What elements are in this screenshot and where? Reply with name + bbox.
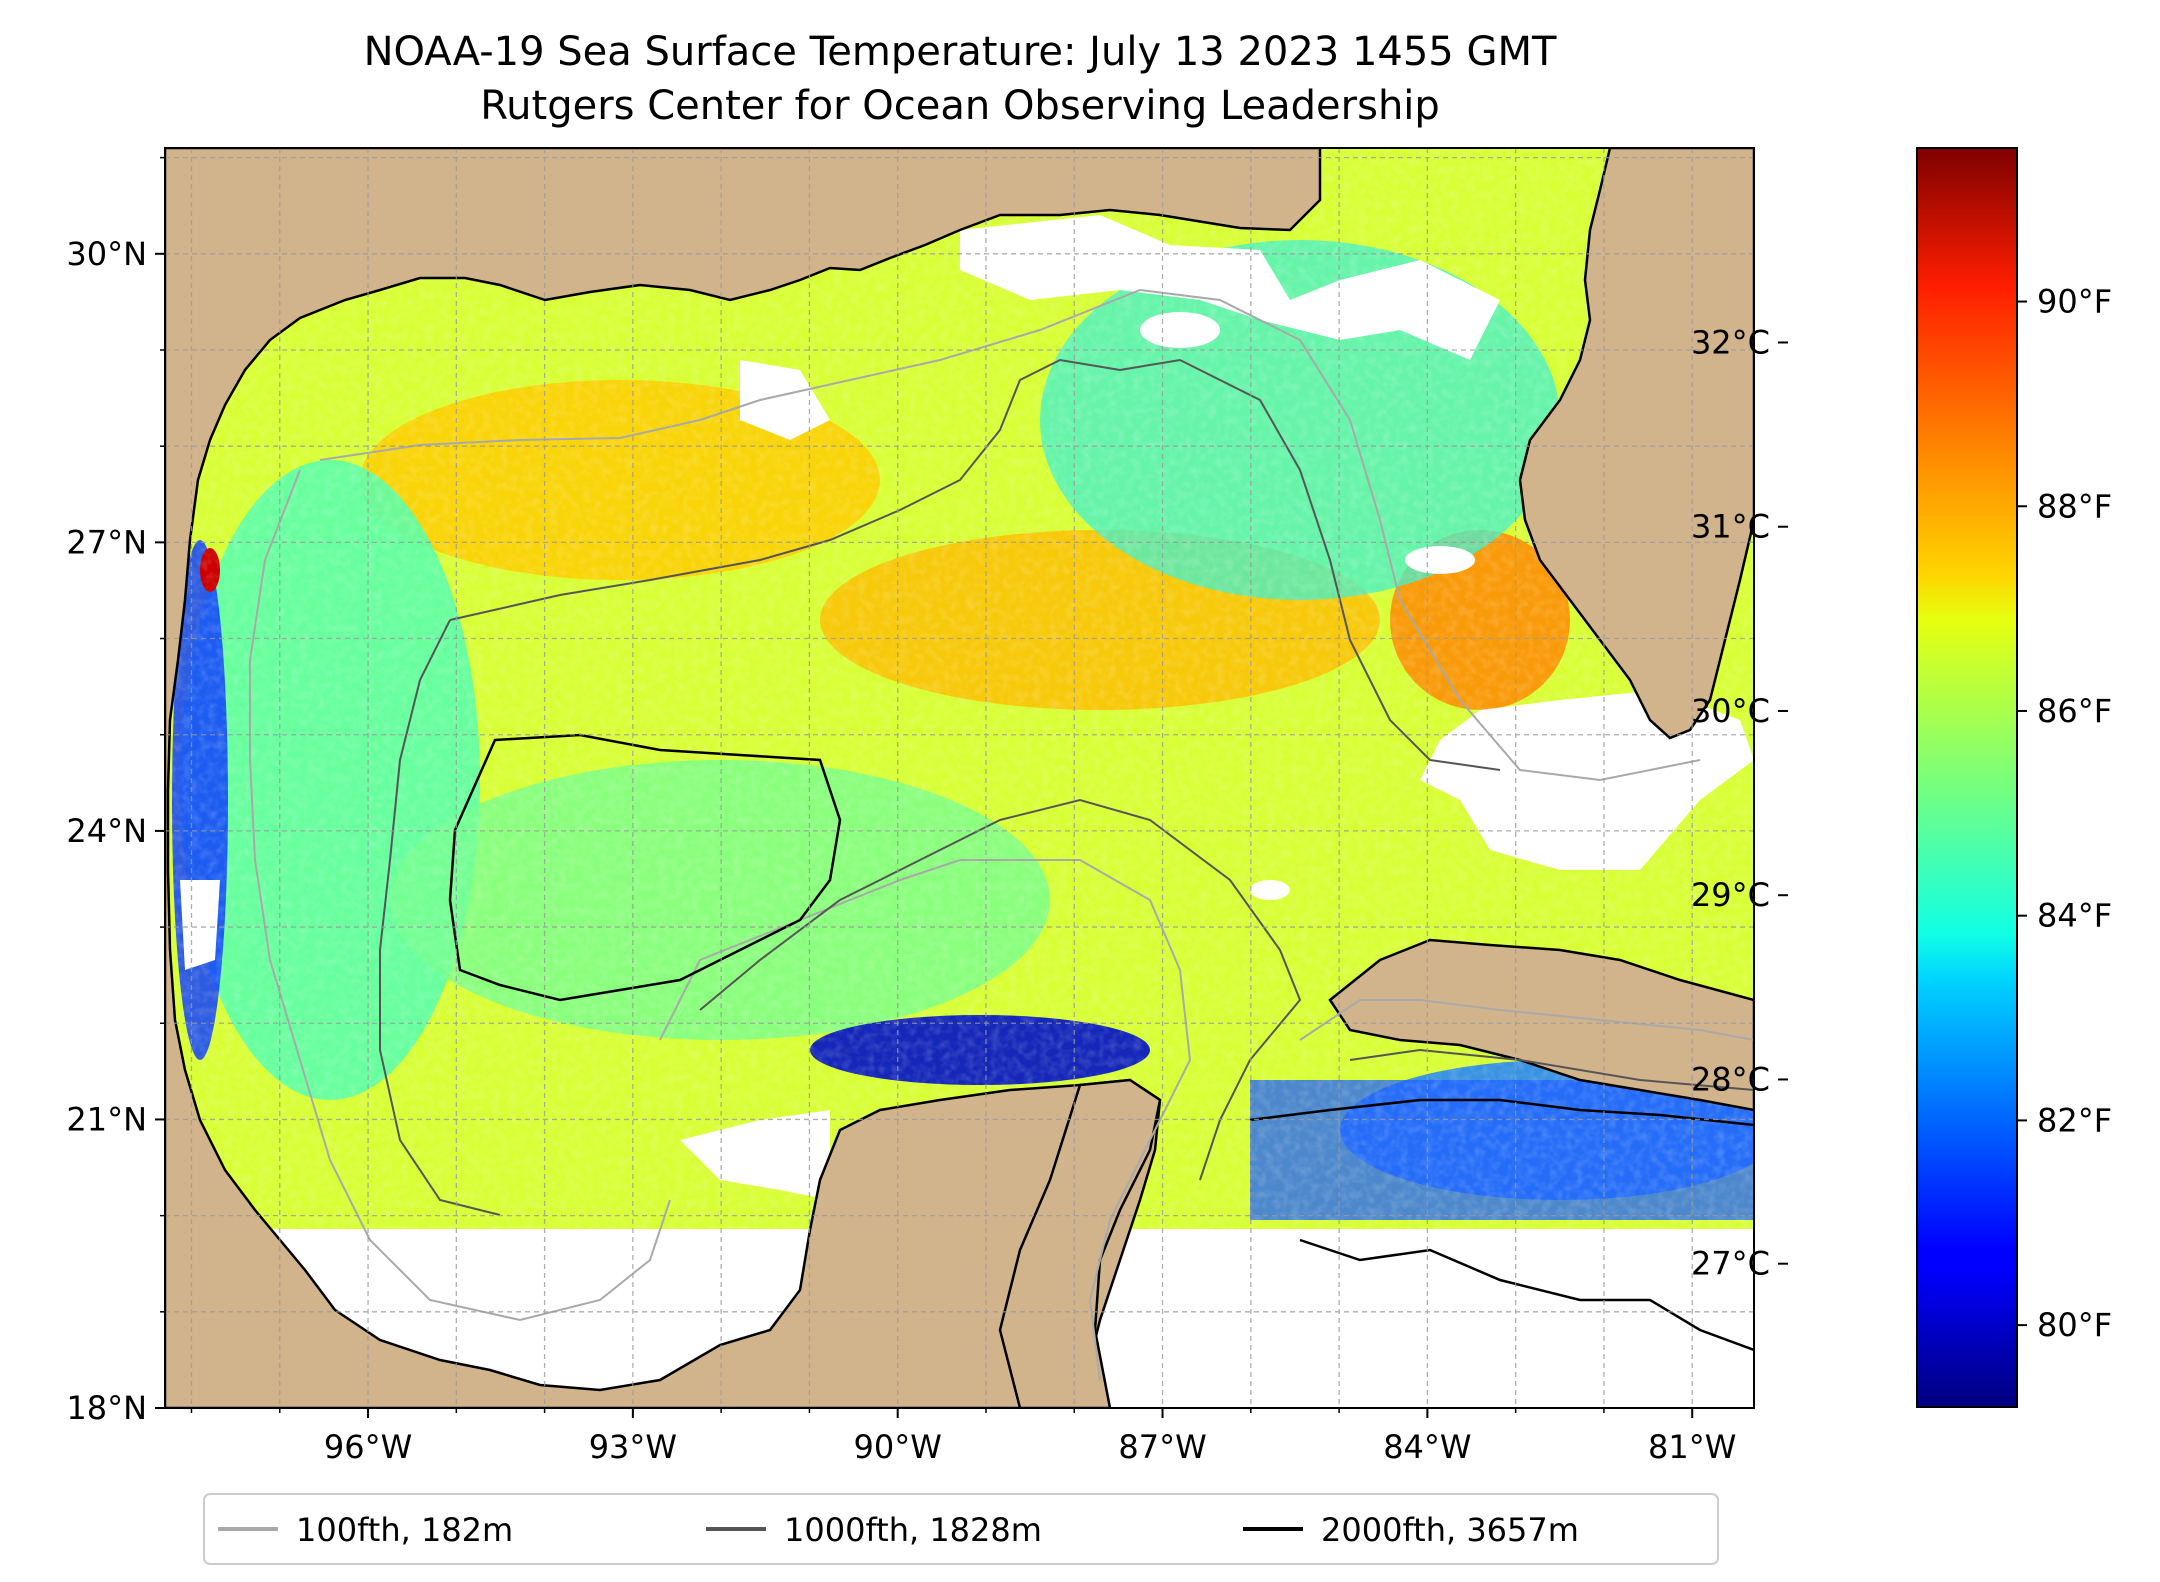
map-border <box>164 147 1755 1409</box>
colorbar-f-tick-label: 82°F <box>2037 1101 2112 1139</box>
legend-box <box>203 1493 1719 1565</box>
bathymetry-2000fth <box>448 733 1754 1352</box>
lat-tick-label: 18°N <box>66 1389 147 1427</box>
colorbar-c-tick-label: 31°C <box>1691 508 1770 546</box>
colorbar-c-tick-label: 30°C <box>1691 692 1770 730</box>
lon-tick-label: 93°W <box>589 1428 677 1466</box>
lat-tick-label: 30°N <box>66 235 147 273</box>
colorbar-f-tick-label: 90°F <box>2037 283 2112 321</box>
bathymetry-1000fth <box>379 358 1754 1216</box>
lon-tick-label: 84°W <box>1383 1428 1471 1466</box>
gridlines <box>165 148 1754 1408</box>
colorbar-f-tick-label: 80°F <box>2037 1306 2112 1344</box>
colorbar-fahrenheit-axis: 80°F 82°F 84°F 86°F 88°F 90°F <box>2017 283 2112 1344</box>
colorbar-c-tick-label: 29°C <box>1691 876 1770 914</box>
lon-tick-label: 96°W <box>324 1428 412 1466</box>
lon-tick-label: 81°W <box>1648 1428 1736 1466</box>
map-frame <box>165 148 1754 1408</box>
lat-tick-label: 21°N <box>66 1100 147 1138</box>
land <box>165 148 1754 1408</box>
colorbar-c-tick-label: 32°C <box>1691 323 1770 361</box>
lon-tick-label: 90°W <box>854 1428 942 1466</box>
legend-label: 1000fth, 1828m <box>784 1511 1042 1549</box>
colorbar-f-tick-label: 86°F <box>2037 692 2112 730</box>
legend: 100fth, 182m 1000fth, 1828m 2000fth, 3657m <box>203 1493 1719 1565</box>
colorbar-c-tick-label: 27°C <box>1691 1245 1770 1283</box>
colorbar-c-tick-label: 28°C <box>1691 1060 1770 1098</box>
longitude-axis: 96°W 93°W 90°W 87°W 84°W 81°W <box>190 1408 1736 1466</box>
latitude-axis: 18°N 21°N 24°N 27°N 30°N <box>66 156 165 1427</box>
legend-label: 100fth, 182m <box>296 1511 513 1549</box>
lat-tick-label: 27°N <box>66 523 147 561</box>
colorbar-celsius-axis: 27°C 28°C 29°C 30°C 31°C 32°C <box>1691 323 1788 1283</box>
legend-label: 2000fth, 3657m <box>1321 1511 1579 1549</box>
colorbar-gradient <box>1916 147 2018 1408</box>
colorbar: 80°F 82°F 84°F 86°F 88°F 90°F 27°C 28°C 29°C 30°… <box>1691 147 2112 1408</box>
chart-subtitle: Rutgers Center for Ocean Observing Leade… <box>480 83 1440 129</box>
chart-title: NOAA-19 Sea Surface Temperature: July 13… <box>363 29 1557 75</box>
lat-tick-label: 24°N <box>66 812 147 850</box>
lon-tick-label: 87°W <box>1118 1428 1206 1466</box>
colorbar-f-tick-label: 88°F <box>2037 487 2112 525</box>
colorbar-f-tick-label: 84°F <box>2037 897 2112 935</box>
